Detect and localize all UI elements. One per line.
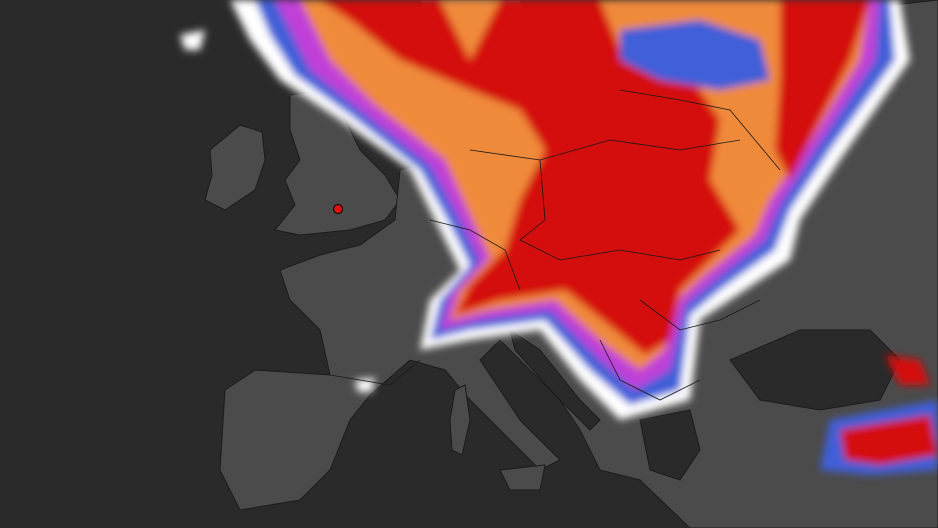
snow-crimea [885,355,930,385]
border-line [469,139,741,161]
snow-caucasus-red [840,415,938,465]
great-britain [274,89,401,236]
black-sea [729,329,901,411]
adriatic-sea [509,328,601,431]
borders [329,89,781,401]
snow-cover [180,0,938,475]
aegean-sea [639,409,701,481]
corsica-sardinia [449,384,471,456]
border-line [519,159,721,261]
ireland [204,124,266,211]
location-marker [333,204,343,214]
border-line [619,89,781,171]
snow-red [320,0,740,355]
snow-iceland-patch [180,30,205,50]
sicily [499,464,546,491]
border-line [329,359,421,386]
snow-red-east [775,0,870,180]
border-line [429,219,521,291]
snow-pyrenees [355,378,375,392]
border-line [639,299,761,331]
snow-blue-east [620,20,770,90]
border-line [599,339,701,401]
